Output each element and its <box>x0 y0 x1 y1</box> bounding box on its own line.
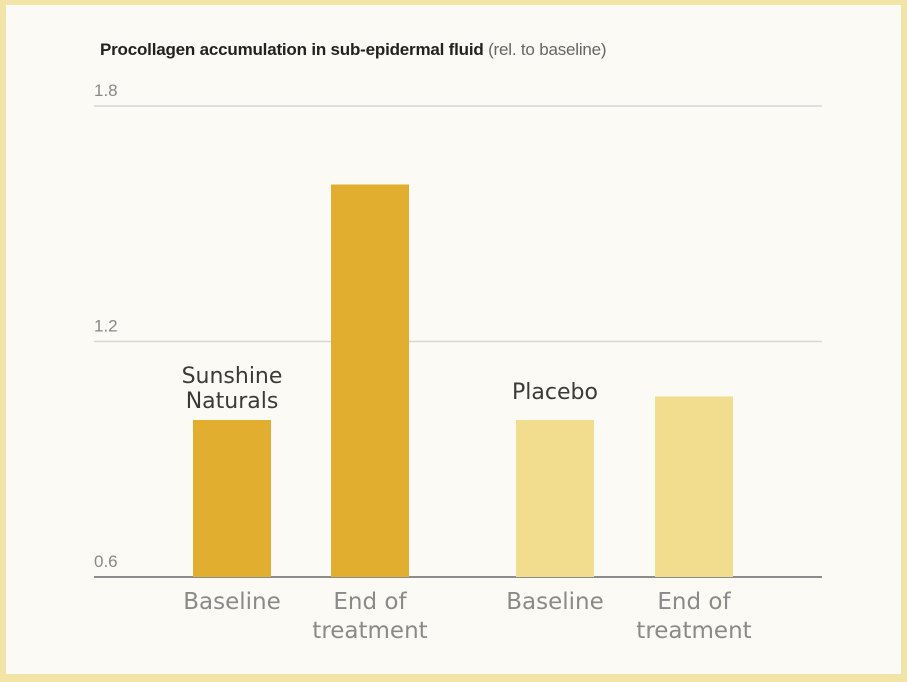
y-tick-label: 1.8 <box>94 81 118 100</box>
group-label: Sunshine <box>182 364 283 389</box>
x-category-label: Baseline <box>506 589 604 615</box>
y-tick-label: 0.6 <box>94 552 118 571</box>
y-tick-label: 1.2 <box>94 317 118 336</box>
x-category-label: End of <box>657 589 731 615</box>
group-label: Naturals <box>186 389 279 414</box>
group-label: Placebo <box>512 380 598 405</box>
bar-sunshine-naturals-baseline <box>193 420 271 577</box>
chart-title: Procollagen accumulation in sub-epiderma… <box>100 40 607 60</box>
x-category-label: Baseline <box>183 589 281 615</box>
chart-title-text: Procollagen accumulation in sub-epiderma… <box>100 40 484 59</box>
bar-sunshine-naturals-end-of-treatment <box>331 184 409 577</box>
bar-placebo-end-of-treatment <box>655 396 733 577</box>
x-category-label: treatment <box>312 618 427 644</box>
bar-placebo-baseline <box>516 420 594 577</box>
x-category-label: treatment <box>636 618 751 644</box>
chart-title-unit: (rel. to baseline) <box>488 40 607 59</box>
x-category-label: End of <box>333 589 407 615</box>
